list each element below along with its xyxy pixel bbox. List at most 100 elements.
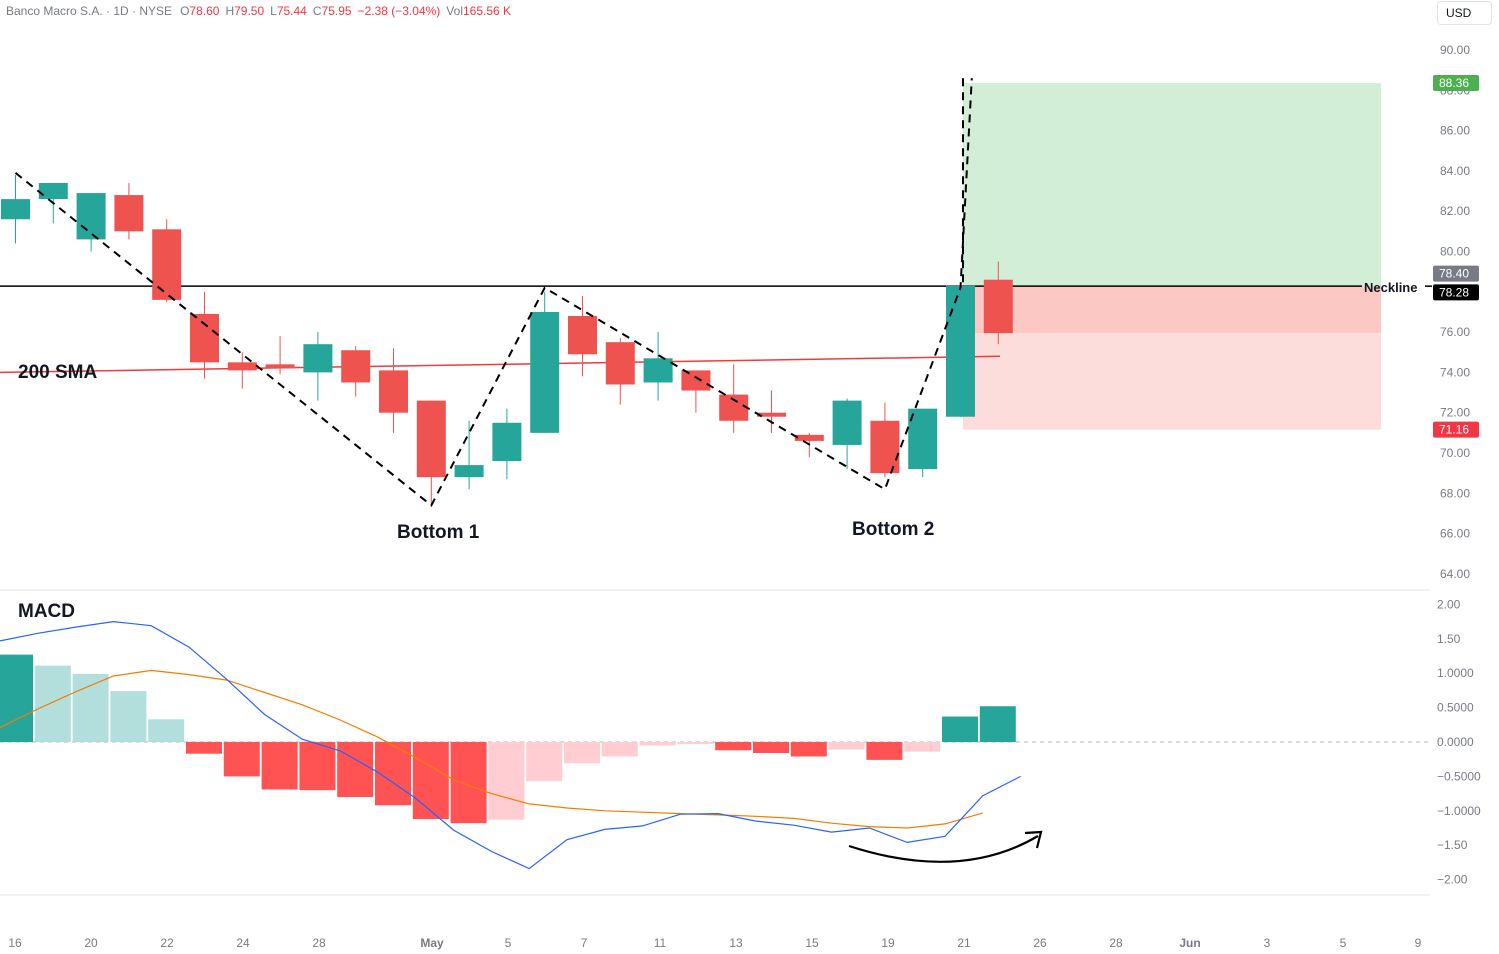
candle[interactable] (190, 291, 219, 379)
macd-axis-tick: 0.0000 (1437, 735, 1474, 749)
macd-histogram-bar (526, 742, 563, 782)
macd-axis-tick: −2.00 (1437, 873, 1468, 887)
macd-histogram-bar (564, 742, 600, 764)
high-value: 79.50 (234, 4, 265, 18)
candle-body (568, 315, 597, 355)
macd-histogram-bar (223, 742, 260, 777)
macd-line (0, 620, 1021, 870)
time-axis-tick: 11 (654, 936, 667, 950)
time-axis-tick: Jun (1179, 936, 1200, 950)
candle-body (530, 311, 560, 433)
candle[interactable] (946, 285, 975, 417)
macd-histogram-bar (488, 742, 525, 820)
candle-body (227, 362, 257, 371)
price-axis-tick: 68.00 (1440, 486, 1470, 500)
candle[interactable] (757, 390, 786, 433)
candle-body (1, 199, 30, 220)
high-label: H (225, 4, 235, 18)
time-axis-tick: 22 (160, 936, 174, 950)
candle-body (794, 434, 824, 441)
price-badge-neckline-text: 78.28 (1439, 285, 1469, 299)
candle-body (303, 344, 333, 373)
macd-histogram-bar (450, 742, 487, 824)
macd-histogram-bar (0, 654, 33, 742)
low-value: 75.44 (276, 4, 307, 18)
time-axis-tick: May (420, 936, 444, 950)
time-axis-tick: 13 (729, 936, 743, 950)
macd-histogram-bar (412, 742, 449, 820)
candle[interactable] (492, 408, 522, 480)
close-value: 75.95 (321, 4, 352, 18)
price-badge-neckline: 78.28 (1433, 284, 1479, 301)
candle[interactable] (832, 398, 862, 470)
macd-histogram-bar (715, 742, 752, 751)
macd-histogram-bar (639, 742, 676, 746)
candle-body (757, 412, 786, 417)
candle[interactable] (152, 219, 182, 302)
macd-histogram-bar (72, 673, 109, 742)
candle[interactable] (983, 261, 1013, 345)
price-badge-target-text: 88.36 (1439, 76, 1469, 90)
candle[interactable] (1, 174, 30, 244)
candle-body (605, 342, 635, 385)
candle[interactable] (643, 332, 673, 401)
currency-button[interactable]: USD (1437, 1, 1492, 25)
time-axis-tick: 24 (236, 936, 250, 950)
macd-axis-tick: 1.50 (1437, 632, 1461, 646)
open-value: 78.60 (189, 4, 220, 18)
sma-200-line (0, 355, 1001, 374)
time-axis-tick: 3 (1264, 936, 1271, 950)
candle[interactable] (341, 346, 371, 397)
price-axis-tick: 84.00 (1440, 164, 1470, 178)
time-axis-tick: 26 (1033, 936, 1047, 950)
candle[interactable] (530, 291, 560, 433)
candle-body (643, 358, 673, 383)
candle[interactable] (379, 348, 408, 433)
candle-body (416, 400, 446, 478)
stop-zone-upper (963, 286, 1381, 334)
macd-histogram-bar (677, 742, 714, 745)
macd-histogram-bar (186, 742, 222, 754)
macd-signal-line (0, 669, 983, 829)
macd-histogram-bar (753, 742, 789, 754)
candle-body (946, 285, 975, 417)
candle[interactable] (303, 332, 333, 401)
curved-arrow-icon (848, 835, 1039, 863)
macd-histogram-bar (601, 742, 638, 757)
macd-histogram-bar (866, 742, 903, 760)
time-axis-tick: 28 (312, 936, 326, 950)
time-axis-tick: 20 (84, 936, 98, 950)
candle-body (492, 422, 522, 462)
candle[interactable] (870, 402, 900, 478)
macd-histogram-bar (979, 706, 1016, 742)
candle-body (190, 313, 219, 363)
time-axis-tick: 15 (805, 936, 819, 950)
arrow-head-icon (1024, 830, 1043, 849)
candle[interactable] (114, 182, 144, 240)
price-axis-tick: 82.00 (1440, 204, 1470, 218)
candle[interactable] (568, 295, 597, 377)
candle-body (983, 279, 1013, 334)
macd-axis-tick: −1.0000 (1437, 804, 1481, 818)
close-label: C (312, 4, 322, 18)
candle-body (454, 465, 484, 478)
sma-label: 200 SMA (18, 362, 97, 383)
candle[interactable] (416, 400, 446, 506)
candle-body (341, 350, 371, 383)
price-axis-tick: 64.00 (1440, 567, 1470, 581)
candle[interactable] (605, 338, 635, 405)
price-badge-last: 78.40 (1433, 265, 1479, 282)
macd-histogram-bar (261, 742, 298, 790)
symbol-header: Banco Macro S.A. · 1D · NYSE O 78.60 H 79.… (6, 4, 511, 18)
change-value: −2.38 (−3.04%) (357, 4, 441, 18)
candle[interactable] (76, 193, 106, 252)
candle[interactable] (908, 408, 938, 478)
macd-histogram-bar (904, 742, 941, 752)
candle-body (379, 370, 408, 413)
target-zone (963, 83, 1381, 287)
candle[interactable] (454, 420, 484, 490)
candle[interactable] (265, 336, 295, 375)
candle[interactable] (227, 352, 257, 389)
candle-body (38, 182, 68, 200)
